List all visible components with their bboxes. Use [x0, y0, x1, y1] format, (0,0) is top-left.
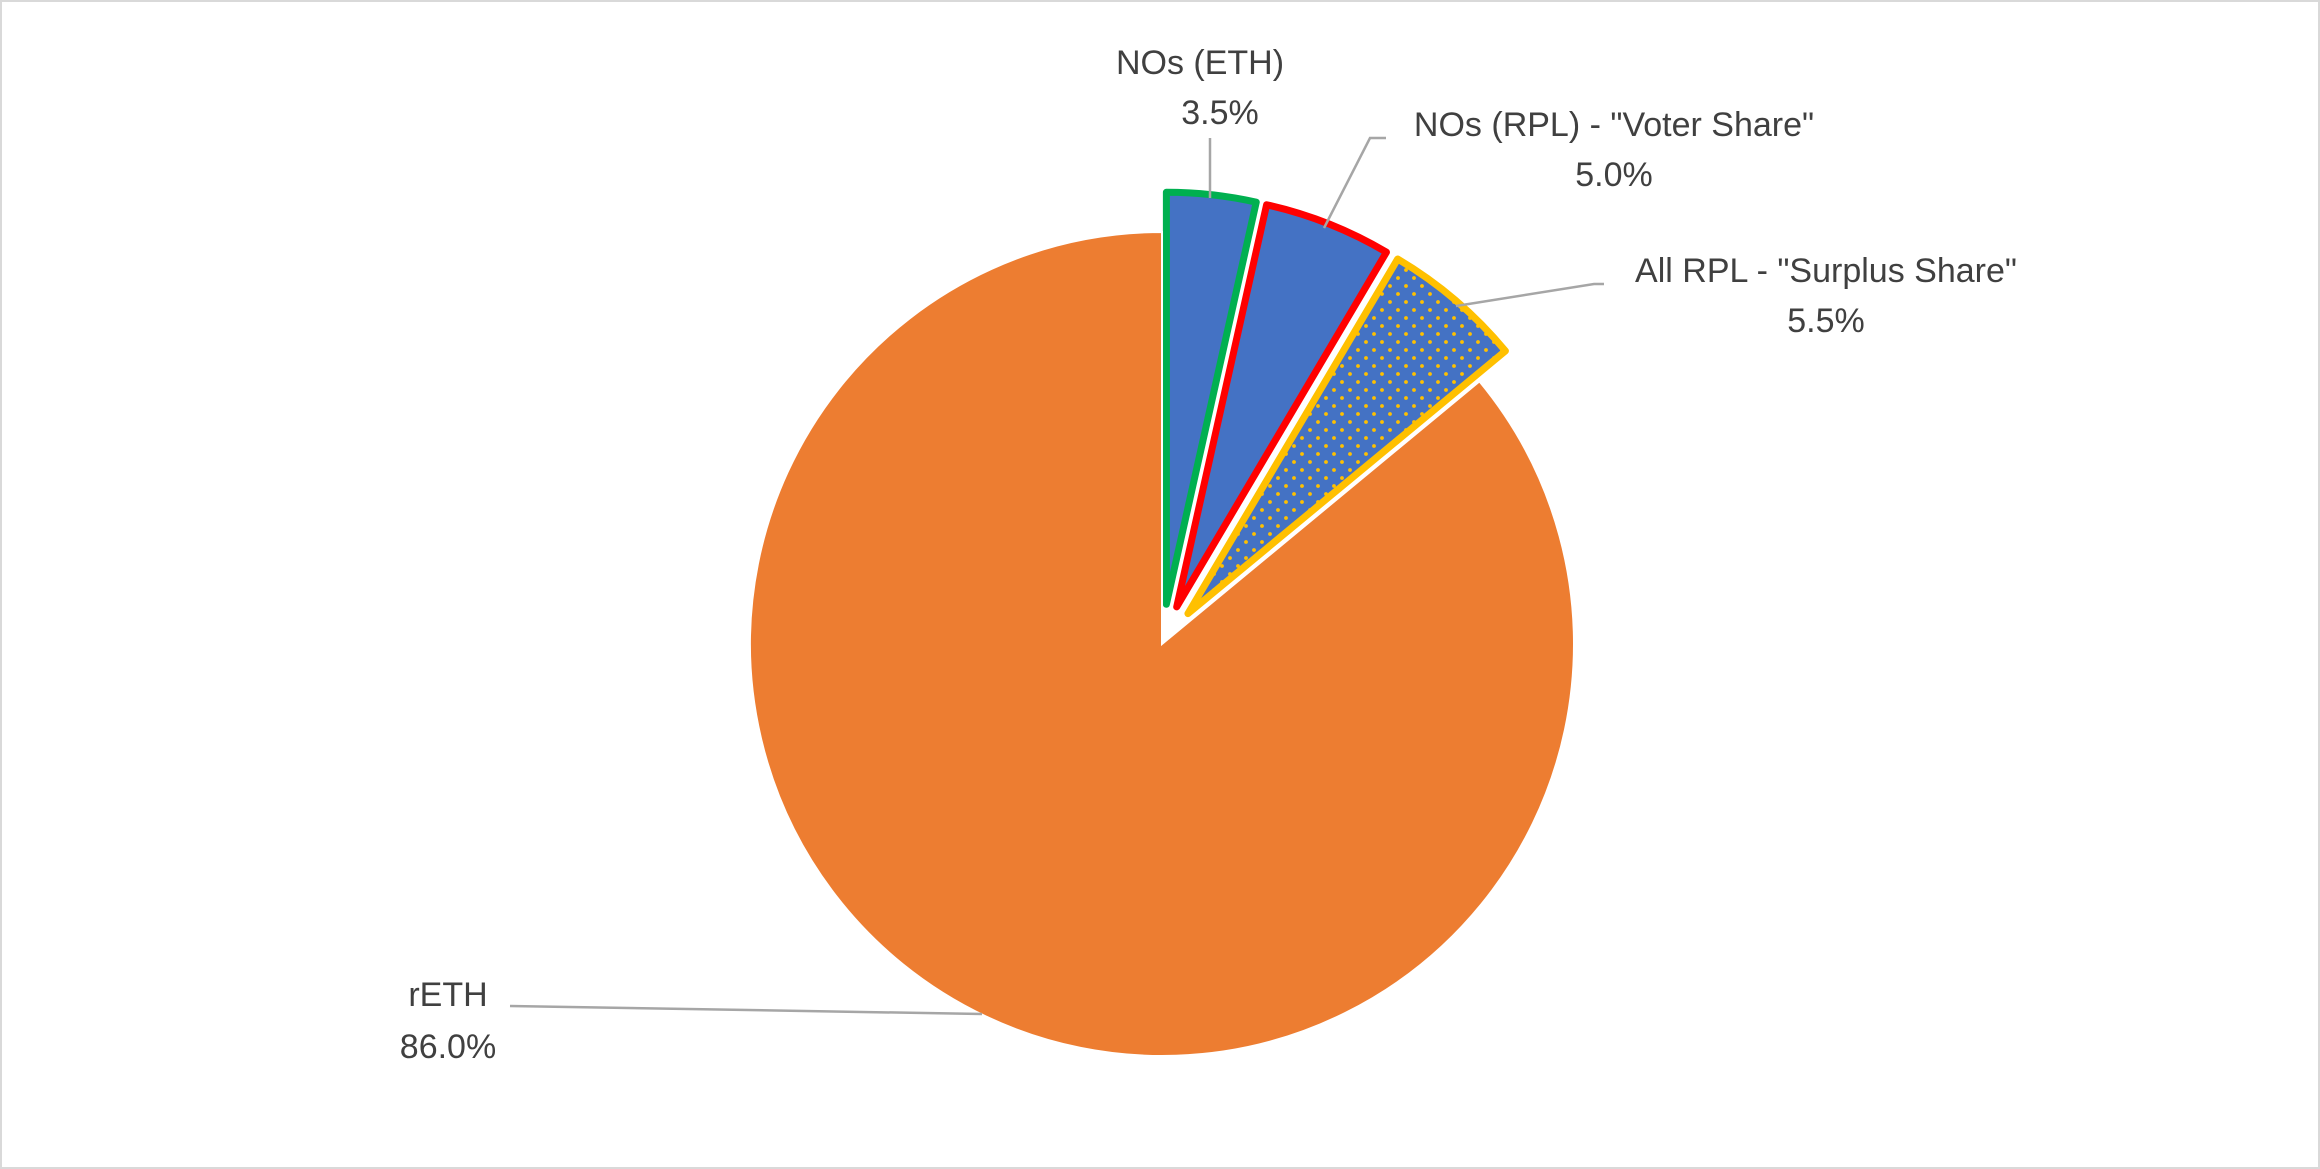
leader-line-all-rpl: [1455, 282, 1604, 308]
slices-layer: [749, 188, 1575, 1057]
label-name-nos-eth: NOs (ETH): [1116, 44, 1284, 82]
label-name-nos-rpl: NOs (RPL) - "Voter Share": [1414, 106, 1814, 144]
label-value-reth: 86.0%: [400, 1028, 496, 1066]
leader-line-reth: [509, 1004, 983, 1016]
label-value-nos-rpl: 5.0%: [1575, 156, 1653, 194]
label-name-all-rpl: All RPL - "Surplus Share": [1635, 252, 2017, 290]
leader-lines: [509, 136, 1604, 1016]
slice-reth: [749, 230, 1575, 1057]
data-labels: NOs (ETH) 3.5% NOs (RPL) - "Voter Share"…: [400, 44, 2017, 1066]
slice-nos-eth: [1162, 188, 1260, 608]
slice-all-rpl: [1184, 255, 1509, 618]
label-value-nos-eth: 3.5%: [1181, 94, 1259, 132]
slice-nos-rpl: [1173, 201, 1390, 611]
label-value-all-rpl: 5.5%: [1787, 302, 1865, 340]
label-name-reth: rETH: [408, 976, 487, 1014]
leader-line-nos-rpl: [1322, 136, 1386, 229]
